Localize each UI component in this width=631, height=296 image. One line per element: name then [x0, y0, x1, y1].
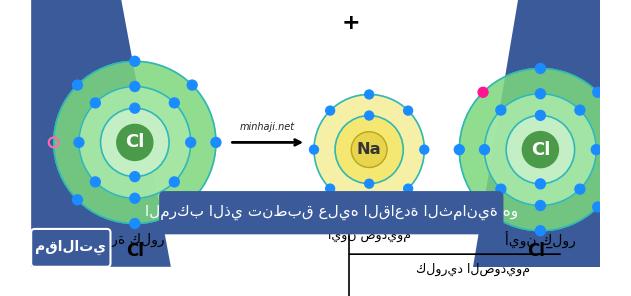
Circle shape [211, 137, 221, 147]
Circle shape [404, 184, 413, 193]
Circle shape [73, 195, 83, 205]
Circle shape [536, 200, 545, 210]
Circle shape [485, 94, 596, 205]
Circle shape [186, 137, 196, 147]
Text: المركب الذي تنطبق عليه القاعدة الثمانية هو: المركب الذي تنطبق عليه القاعدة الثمانية … [144, 205, 518, 220]
Circle shape [100, 108, 169, 177]
Circle shape [351, 132, 387, 168]
Text: Cl⁻: Cl⁻ [527, 242, 554, 260]
Circle shape [591, 145, 601, 155]
Polygon shape [473, 0, 600, 267]
Circle shape [90, 98, 100, 108]
Circle shape [187, 80, 197, 90]
Circle shape [326, 184, 334, 193]
Text: ذرة كلور: ذرة كلور [105, 233, 165, 247]
Circle shape [365, 200, 374, 209]
Circle shape [365, 179, 374, 188]
Circle shape [310, 145, 319, 154]
Circle shape [480, 145, 490, 155]
Text: minhaji.net: minhaji.net [240, 122, 295, 132]
Circle shape [365, 90, 374, 99]
Text: كلوريد الصوديوم: كلوريد الصوديوم [416, 263, 530, 276]
Circle shape [326, 106, 334, 115]
Circle shape [130, 218, 140, 229]
Circle shape [79, 86, 191, 198]
Circle shape [130, 103, 140, 113]
Circle shape [169, 98, 179, 108]
Text: +: + [342, 13, 360, 33]
Circle shape [593, 202, 603, 212]
Circle shape [593, 87, 603, 97]
Circle shape [404, 106, 413, 115]
Circle shape [496, 184, 506, 194]
Circle shape [130, 82, 140, 91]
Circle shape [536, 226, 545, 236]
Circle shape [130, 172, 140, 182]
Circle shape [575, 184, 585, 194]
Polygon shape [31, 0, 171, 267]
Text: أيون كلور: أيون كلور [505, 231, 576, 248]
Circle shape [478, 87, 488, 97]
Circle shape [506, 115, 575, 184]
Circle shape [454, 145, 464, 155]
Text: مقالاتي: مقالاتي [35, 240, 106, 255]
Circle shape [420, 145, 429, 154]
Circle shape [130, 56, 140, 66]
Circle shape [335, 115, 403, 184]
Circle shape [522, 132, 558, 168]
Circle shape [575, 105, 585, 115]
Text: Cl: Cl [126, 242, 144, 260]
Circle shape [130, 193, 140, 203]
Circle shape [187, 195, 197, 205]
Circle shape [169, 177, 179, 187]
Circle shape [459, 68, 622, 231]
Circle shape [314, 94, 424, 205]
Circle shape [73, 80, 83, 90]
Circle shape [536, 64, 545, 73]
Circle shape [74, 137, 84, 147]
Circle shape [90, 177, 100, 187]
Circle shape [616, 145, 627, 155]
Circle shape [478, 202, 488, 212]
Text: Cl: Cl [531, 141, 550, 159]
Circle shape [536, 89, 545, 99]
Circle shape [536, 179, 545, 189]
Text: Na: Na [357, 142, 382, 157]
Circle shape [496, 105, 506, 115]
Circle shape [117, 124, 153, 160]
FancyBboxPatch shape [159, 191, 504, 234]
Text: أيون صوديوم: أيون صوديوم [327, 227, 411, 243]
Circle shape [536, 110, 545, 120]
Circle shape [365, 111, 374, 120]
Text: Cl: Cl [125, 133, 144, 151]
FancyBboxPatch shape [31, 229, 110, 267]
Circle shape [54, 61, 216, 223]
